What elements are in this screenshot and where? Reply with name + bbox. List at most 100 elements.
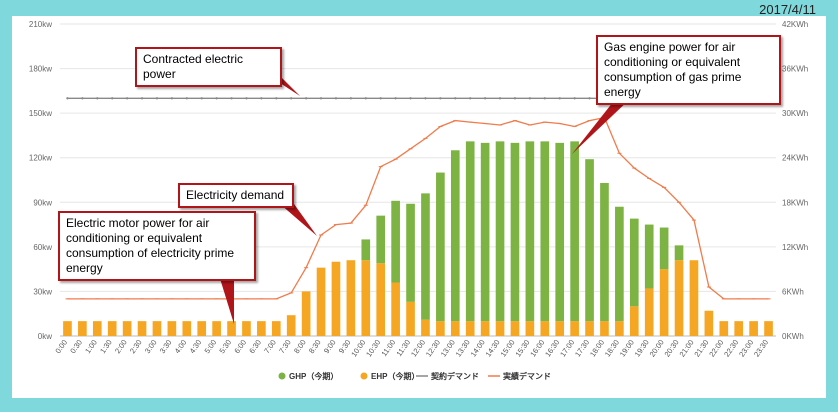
y-right-tick-label: 42KWh (782, 20, 808, 29)
bar-ehp (242, 321, 251, 336)
contract-demand-point (334, 97, 338, 100)
x-tick-label: 6:00 (232, 338, 248, 355)
x-tick-label: 18:30 (603, 338, 621, 359)
bar-ehp (376, 263, 386, 336)
bar-ehp (600, 321, 609, 336)
contract-demand-point (215, 97, 218, 100)
contract-demand-point (379, 97, 382, 100)
x-tick-label: 8:30 (307, 338, 323, 355)
contract-demand-point (573, 97, 576, 100)
report-date: 2017/4/11 (759, 2, 816, 17)
bar-ehp (689, 260, 699, 336)
x-tick-label: 13:00 (439, 338, 457, 359)
x-tick-label: 12:00 (409, 338, 427, 359)
bar-ehp (421, 319, 430, 336)
contract-demand-point (81, 97, 84, 100)
bar-ehp (480, 321, 490, 336)
y-left-tick-label: 150kw (29, 109, 52, 118)
bar-ghp (480, 142, 490, 322)
legend-ehp-label: EHP（今期） (371, 371, 419, 381)
contract-demand-point (200, 97, 203, 100)
x-tick-label: 14:00 (469, 338, 487, 359)
x-tick-label: 0:00 (53, 338, 69, 355)
x-tick-label: 23:30 (752, 338, 770, 359)
bar-ghp (644, 224, 654, 289)
x-tick-label: 18:00 (588, 338, 606, 359)
contract-demand-point (140, 97, 144, 100)
bar-ghp (585, 159, 594, 322)
contract-demand-point (319, 97, 323, 100)
bar-ehp (286, 315, 296, 336)
leader-electricity-demand (280, 204, 317, 236)
x-tick-label: 22:30 (722, 338, 740, 359)
contract-demand-point (170, 97, 174, 100)
contract-demand-point (424, 97, 427, 100)
bar-ehp (465, 321, 475, 336)
bar-ghp (540, 141, 550, 322)
x-tick-label: 2:00 (113, 338, 129, 355)
bar-ehp (167, 321, 177, 336)
leader-electric-motor-power (218, 272, 234, 324)
bar-ehp (316, 267, 326, 336)
x-tick-label: 11:00 (379, 338, 397, 358)
bar-ghp (525, 141, 535, 322)
bar-ehp (197, 321, 207, 336)
contract-demand-point (155, 97, 159, 100)
contract-demand-point (498, 97, 502, 100)
contract-demand-point (543, 97, 546, 100)
bar-ehp (719, 321, 729, 336)
x-tick-label: 2:30 (128, 338, 144, 355)
bar-ghp (510, 142, 520, 322)
legend-ghp-label: GHP（今期） (289, 371, 338, 381)
bar-ghp (629, 218, 639, 307)
x-tick-label: 8:00 (292, 338, 308, 355)
x-tick-label: 16:00 (528, 338, 546, 359)
x-tick-label: 19:00 (618, 338, 636, 359)
y-left-tick-label: 60kw (33, 243, 52, 252)
x-tick-label: 7:00 (262, 338, 278, 355)
bar-ehp (525, 321, 535, 336)
bar-ehp (644, 288, 654, 336)
bar-ehp (510, 321, 520, 336)
y-left-tick-label: 30kw (33, 287, 52, 296)
contract-demand-point (230, 97, 233, 100)
y-right-tick-label: 18KWh (782, 198, 808, 207)
y-left-tick-label: 90kw (33, 198, 52, 207)
contract-demand-point (185, 97, 188, 100)
contract-demand-point (125, 97, 129, 100)
contract-demand-point (409, 97, 412, 100)
y-left-tick-label: 120kw (29, 154, 52, 163)
x-tick-label: 4:30 (188, 338, 204, 355)
contract-demand-point (304, 97, 308, 100)
bar-ehp (615, 321, 624, 336)
x-tick-label: 9:00 (322, 338, 338, 355)
bar-ehp (361, 260, 371, 336)
bar-ehp (63, 321, 72, 336)
contract-demand-point (394, 97, 397, 100)
x-tick-label: 15:30 (513, 338, 531, 359)
bar-ehp (495, 321, 505, 336)
x-tick-label: 10:30 (364, 338, 382, 359)
contract-demand-point (454, 97, 457, 100)
bar-ehp (450, 321, 460, 336)
callout-electricity-demand: Electricity demand (178, 183, 294, 208)
contract-demand-point (513, 97, 517, 100)
contract-demand-point (66, 97, 69, 100)
bar-ehp (346, 260, 356, 336)
legend-contract-label: 契約デマンド (430, 371, 479, 381)
contract-demand-point (275, 97, 278, 100)
x-tick-label: 13:30 (454, 338, 472, 359)
bar-ehp (555, 321, 565, 336)
callout-electric-motor-power: Electric motor power for air conditionin… (58, 211, 256, 281)
x-tick-label: 3:00 (143, 338, 159, 355)
x-tick-label: 1:30 (98, 338, 114, 355)
bar-ghp (495, 141, 505, 322)
contract-demand-point (245, 97, 248, 100)
y-right-tick-label: 24KWh (782, 154, 808, 163)
x-tick-label: 7:30 (277, 338, 293, 355)
bar-ghp (421, 193, 430, 320)
bar-ehp (301, 291, 311, 336)
y-right-tick-label: 0KWh (782, 332, 804, 341)
bar-ghp (659, 227, 669, 270)
callout-contracted-power: Contracted electric power (135, 47, 282, 87)
